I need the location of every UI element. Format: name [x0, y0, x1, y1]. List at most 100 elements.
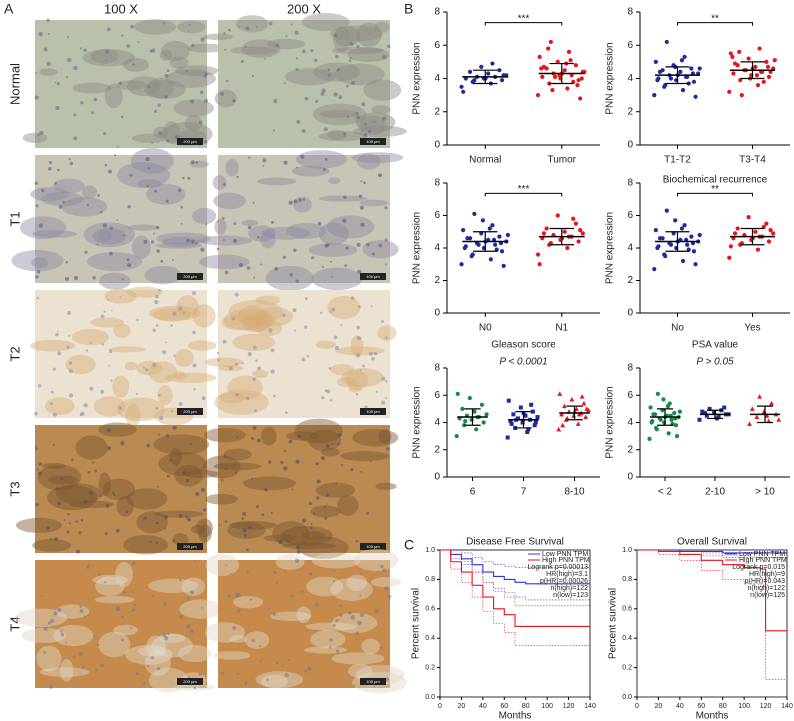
tissue: [204, 357, 243, 367]
y-tick-label: 0: [434, 308, 440, 319]
nucleus: [109, 226, 113, 230]
micrograph-bg: [218, 425, 390, 553]
nucleus: [147, 167, 150, 170]
nucleus: [382, 55, 387, 60]
data-point: [738, 78, 743, 83]
nucleus: [73, 113, 77, 117]
data-point: [544, 226, 549, 231]
nucleus: [155, 407, 159, 410]
nucleus: [306, 354, 310, 358]
tissue: [212, 175, 227, 191]
data-point: [513, 425, 518, 430]
data-point: [680, 88, 686, 93]
nucleus: [285, 35, 288, 38]
nucleus: [37, 384, 42, 388]
row-label: T4: [7, 616, 22, 631]
tissue: [22, 132, 48, 143]
tissue: [161, 40, 190, 62]
data-point: [581, 400, 587, 406]
nucleus: [158, 433, 161, 436]
nucleus: [157, 485, 159, 488]
nucleus: [245, 548, 249, 552]
nucleus: [106, 428, 111, 433]
nucleus: [145, 368, 149, 372]
tissue: [319, 109, 358, 118]
nucleus: [166, 139, 170, 143]
nucleus: [53, 611, 58, 616]
micrograph-bg: [35, 290, 207, 418]
data-point: [557, 391, 563, 396]
nucleus: [201, 396, 206, 401]
data-point: [480, 218, 485, 223]
data-point: [476, 242, 481, 247]
nucleus: [195, 492, 200, 497]
data-point: [583, 414, 589, 420]
data-point: [550, 88, 555, 93]
nucleus: [99, 494, 102, 498]
nucleus: [251, 436, 255, 440]
tissue: [213, 650, 251, 660]
data-point: [459, 84, 464, 89]
data-point: [649, 420, 654, 425]
data-point: [559, 411, 564, 417]
tissue: [116, 397, 166, 422]
data-point: [757, 46, 762, 51]
nucleus: [52, 443, 55, 446]
data-point: [548, 39, 553, 45]
nucleus: [85, 349, 89, 352]
data-point: [578, 228, 583, 233]
tissue: [318, 131, 368, 142]
nucleus: [81, 665, 85, 669]
tissue: [97, 229, 112, 242]
nucleus: [132, 63, 135, 66]
data-point: [735, 226, 740, 231]
legend-label: Low PNN TPM: [542, 551, 588, 558]
y-tick-label: 1.0: [425, 547, 435, 554]
nucleus: [167, 474, 170, 478]
nucleus: [234, 471, 237, 474]
tissue: [359, 199, 389, 207]
data-point: [666, 431, 671, 436]
scale-bar-box: [360, 138, 386, 145]
row-label: Normal: [7, 63, 22, 105]
tissue: [315, 482, 356, 498]
tissue: [305, 622, 358, 631]
nucleus: [182, 470, 187, 474]
data-point: [757, 394, 763, 399]
tissue: [308, 243, 358, 257]
data-point: [467, 69, 473, 74]
nucleus: [355, 115, 361, 120]
nucleus: [103, 310, 106, 313]
y-tick-label: 4: [434, 243, 440, 254]
error-bar: [740, 61, 765, 80]
tissue: [260, 231, 276, 249]
data-point: [561, 403, 567, 409]
nucleus: [242, 528, 247, 533]
nucleus: [180, 205, 183, 209]
nucleus: [104, 581, 107, 584]
nucleus: [381, 319, 384, 323]
error-bar: [515, 411, 532, 429]
nucleus: [126, 258, 130, 262]
data-point: [761, 409, 767, 414]
nucleus: [71, 458, 74, 461]
nucleus: [309, 572, 313, 576]
nucleus: [359, 369, 362, 371]
nucleus: [355, 540, 358, 543]
tissue: [261, 226, 311, 240]
tissue: [192, 207, 217, 225]
x-axis-label: Months: [499, 711, 532, 721]
tissue: [94, 595, 135, 604]
x-tick-label: 120: [760, 703, 772, 710]
nucleus: [186, 517, 191, 522]
data-point: [678, 69, 683, 74]
nucleus: [349, 41, 354, 46]
nucleus: [359, 573, 362, 576]
y-axis-label: PNN expression: [412, 212, 423, 284]
nucleus: [349, 56, 352, 60]
nucleus: [145, 156, 150, 162]
stat-label: n(high)=122: [747, 585, 785, 592]
tissue: [223, 309, 276, 331]
x-tick-label: N1: [555, 323, 568, 334]
plot-frame: [439, 549, 591, 698]
